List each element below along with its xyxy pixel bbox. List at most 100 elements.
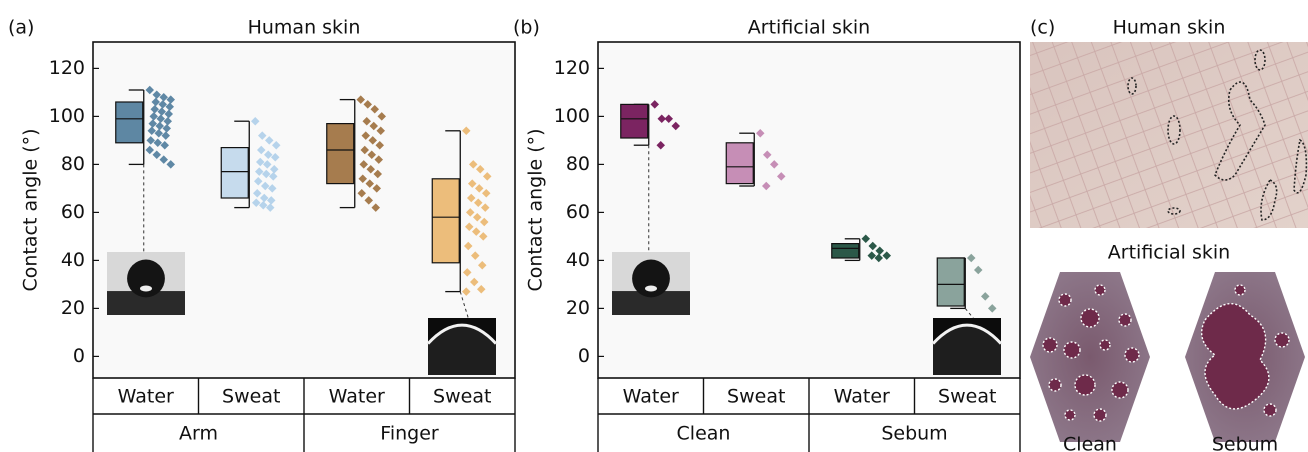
y-tick-label: 100 — [49, 105, 85, 127]
box — [725, 142, 754, 185]
data-point — [263, 160, 272, 169]
box — [326, 122, 355, 185]
box — [220, 147, 249, 199]
data-point — [478, 260, 487, 270]
data-point — [145, 145, 154, 155]
data-point — [152, 90, 161, 100]
data-point — [370, 104, 379, 114]
y-tick-label: 80 — [566, 153, 590, 175]
data-point — [255, 167, 264, 176]
panel-title: Human skin — [1113, 17, 1226, 39]
data-point — [365, 179, 374, 188]
group-label: Finger — [380, 423, 439, 445]
panel-label: (a) — [8, 17, 34, 39]
category-label: Water — [623, 386, 679, 408]
data-point — [474, 198, 483, 208]
data-point — [272, 140, 281, 150]
data-point — [374, 155, 383, 164]
data-point — [163, 116, 172, 126]
substrate — [107, 291, 185, 315]
droplet-glint — [645, 285, 657, 292]
data-point — [147, 126, 156, 136]
data-point — [465, 222, 474, 232]
data-point — [161, 131, 170, 140]
data-point — [268, 184, 277, 193]
data-point — [467, 193, 476, 203]
data-point — [253, 188, 262, 198]
data-point — [259, 200, 268, 210]
box — [936, 257, 965, 307]
data-point — [483, 172, 492, 181]
data-point — [469, 160, 478, 169]
y-tick-label: 100 — [554, 105, 590, 127]
data-point — [258, 131, 267, 140]
data-point — [152, 150, 161, 160]
data-point — [252, 198, 261, 208]
data-point — [153, 138, 162, 148]
droplet-glint — [140, 285, 152, 292]
data-point — [472, 227, 481, 236]
caption: Clean — [1063, 434, 1117, 452]
droplet — [632, 259, 670, 298]
data-point — [150, 104, 159, 114]
data-point — [145, 85, 154, 95]
data-point — [149, 112, 158, 121]
hexagon-clean — [1030, 272, 1150, 442]
data-point — [468, 179, 477, 188]
y-tick-label: 120 — [554, 57, 590, 79]
data-point — [166, 95, 175, 104]
data-point — [366, 164, 375, 174]
panel-c: (c) Human skin Artificial skin Clean Seb… — [1030, 17, 1308, 452]
group-label: Clean — [677, 423, 731, 445]
data-point — [466, 208, 475, 217]
data-point — [974, 265, 983, 275]
category-label: Sweat — [938, 386, 996, 408]
data-point — [368, 136, 377, 145]
data-point — [475, 184, 484, 193]
data-point — [162, 124, 171, 133]
data-point — [158, 100, 167, 109]
droplet-edge — [426, 323, 498, 345]
data-point — [251, 116, 260, 126]
data-point — [151, 97, 160, 107]
panel-title: Artificial skin — [1108, 242, 1230, 264]
y-tick-label: 40 — [566, 249, 590, 271]
y-tick-label: 0 — [578, 345, 590, 367]
data-point — [358, 174, 367, 184]
box — [431, 178, 460, 264]
y-tick-label: 0 — [73, 345, 85, 367]
data-point — [265, 136, 274, 145]
skin-texture — [1030, 42, 1308, 228]
droplet — [127, 259, 165, 298]
group-label: Arm — [179, 423, 218, 445]
data-point — [256, 157, 265, 167]
data-point — [154, 128, 163, 138]
y-tick-label: 40 — [61, 249, 85, 271]
data-point — [356, 95, 365, 104]
y-tick-label: 120 — [49, 57, 85, 79]
data-point — [270, 164, 279, 174]
data-point — [254, 176, 263, 186]
data-point — [372, 184, 381, 193]
data-point — [377, 112, 386, 121]
data-point — [165, 102, 174, 112]
data-point — [359, 160, 368, 169]
y-tick-label: 20 — [566, 297, 590, 319]
data-point — [156, 114, 165, 124]
data-point — [257, 145, 266, 155]
sebum-outlines — [1127, 49, 1308, 221]
data-point — [471, 251, 480, 260]
data-point — [462, 126, 471, 136]
data-point — [371, 203, 380, 212]
data-point — [155, 121, 164, 131]
category-label: Water — [834, 386, 890, 408]
data-point — [373, 169, 382, 179]
category-label: Water — [118, 386, 174, 408]
data-point — [981, 292, 990, 301]
droplet-outlines — [1042, 284, 1290, 422]
data-point — [375, 140, 384, 150]
y-tick-label: 20 — [61, 297, 85, 319]
data-point — [464, 241, 473, 251]
data-point — [260, 193, 269, 203]
data-point — [164, 109, 173, 119]
